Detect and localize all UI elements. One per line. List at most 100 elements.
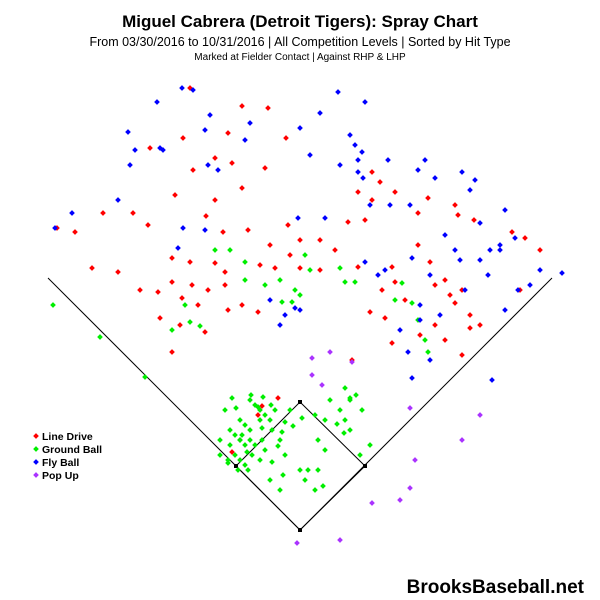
fly-ball-point [452,247,458,253]
chart-note: Marked at Fielder Contact | Against RHP … [194,52,406,63]
fly-ball-point [409,375,415,381]
ground-ball-point [315,437,321,443]
line-drive-point [467,325,473,331]
line-drive-point [355,189,361,195]
line-drive-point [89,265,95,271]
ground-ball-point [169,327,175,333]
ground-ball-point [232,432,238,438]
fly-ball-point [442,232,448,238]
fly-ball-point [467,187,473,193]
fly-ball-point [527,282,533,288]
ground-ball-point [392,297,398,303]
pop-up-point [407,485,413,491]
line-drive-point [355,264,361,270]
line-drive-point [239,185,245,191]
ground-ball-point [262,412,268,418]
ground-ball-point [247,437,253,443]
fly-ball-point [489,377,495,383]
ground-ball-point [239,432,245,438]
line-drive-point [180,135,186,141]
ground-ball-point [272,407,278,413]
fly-ball-point [125,129,131,135]
line-drive-point [392,189,398,195]
line-drive-point [317,237,323,243]
basepath-second-third [235,401,301,467]
line-drive-point [220,229,226,235]
line-drive-point [145,222,151,228]
line-drive-point [265,105,271,111]
ground-ball-point [237,417,243,423]
ground-ball-point [277,437,283,443]
ground-ball-point [347,427,353,433]
line-drive-point [442,277,448,283]
ground-ball-point [282,452,288,458]
chart-subtitle: From 03/30/2016 to 10/31/2016 | All Comp… [89,35,510,49]
ground-ball-point [259,437,265,443]
fly-ball-point [515,287,521,293]
fly-ball-point [307,152,313,158]
hit-points [50,85,565,546]
ground-ball-point [182,302,188,308]
ground-ball-point [267,417,273,423]
fly-ball-point [477,257,483,263]
line-drive-point [283,135,289,141]
ground-ball-point [327,397,333,403]
fly-ball-point [355,157,361,163]
ground-ball-point [315,467,321,473]
fly-ball-point [417,302,423,308]
line-drive-point [389,264,395,270]
ground-ball-point [299,415,305,421]
fly-ball-point [427,357,433,363]
line-drive-point [377,179,383,185]
fly-ball-point [190,87,196,93]
line-drive-point [452,300,458,306]
ground-ball-point [237,457,243,463]
line-drive-point [169,255,175,261]
line-drive-point [157,315,163,321]
line-drive-point [259,403,265,409]
line-drive-point [455,212,461,218]
fly-ball-point [115,197,121,203]
line-drive-point [179,295,185,301]
pop-up-point [319,382,325,388]
ground-ball-point [268,402,274,408]
pop-up-point [327,349,333,355]
ground-ball-point [235,467,241,473]
fly-ball-point [382,267,388,273]
fly-ball-point [537,267,543,273]
line-drive-point [72,229,78,235]
fly-ball-point [317,110,323,116]
line-drive-point [367,309,373,315]
ground-ball-point [242,277,248,283]
ground-ball-point [279,429,285,435]
ground-ball-point [247,397,253,403]
line-drive-point [262,165,268,171]
line-drive-point [203,213,209,219]
line-drive-point [432,322,438,328]
pop-up-point [294,540,300,546]
ground-ball-point [290,423,296,429]
fly-ball-point [295,215,301,221]
fly-ball-point [180,225,186,231]
fly-ball-point [397,327,403,333]
ground-ball-point [242,259,248,265]
fly-ball-point [355,169,361,175]
line-drive-point [369,169,375,175]
pop-up-point [459,437,465,443]
line-drive-point [257,262,263,268]
ground-ball-point [275,443,281,449]
ground-ball-point [342,279,348,285]
line-drive-point [189,282,195,288]
line-drive-point [425,195,431,201]
ground-ball-point [244,449,250,455]
fly-ball-point [367,202,373,208]
fly-ball-point [387,202,393,208]
pop-up-point [412,457,418,463]
fly-ball-point [132,147,138,153]
line-drive-point [362,217,368,223]
fly-ball-point [247,120,253,126]
line-drive-point [190,167,196,173]
line-drive-point [100,210,106,216]
ground-ball-point [367,442,373,448]
fly-ball-point [487,247,493,253]
